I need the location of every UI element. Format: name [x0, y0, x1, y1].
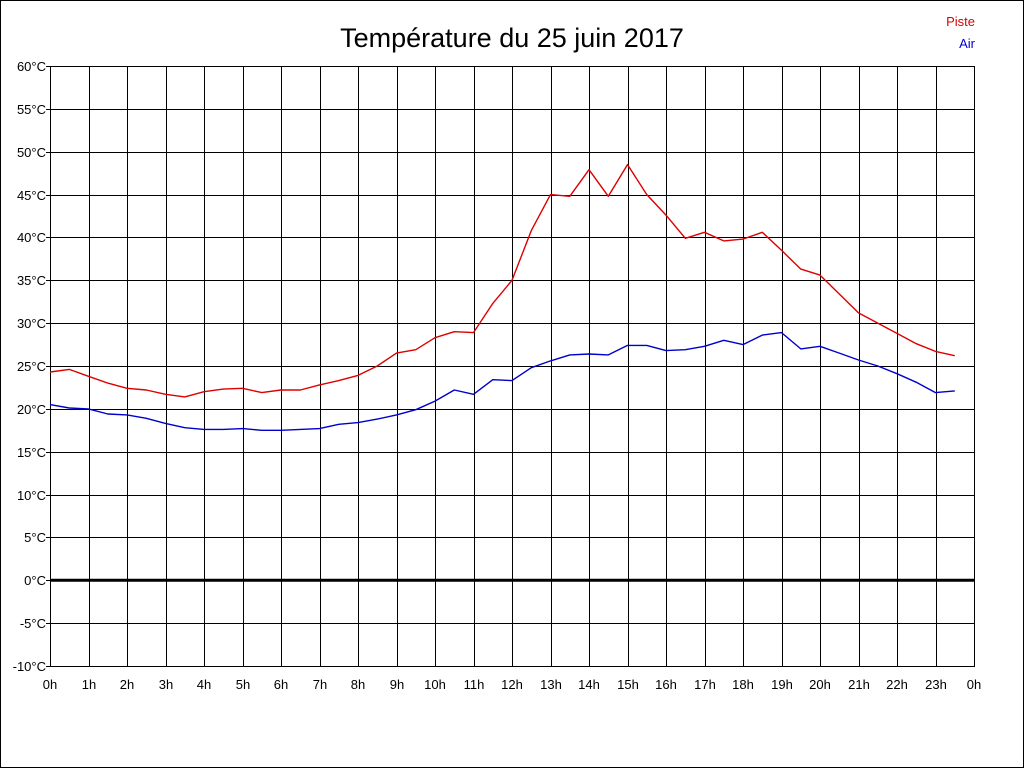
legend: Piste Air: [946, 14, 976, 51]
x-tick-label: 6h: [274, 677, 288, 692]
x-tick-label: 21h: [848, 677, 870, 692]
y-tick-label: 10°C: [17, 488, 46, 503]
x-tick-label: 0h: [967, 677, 981, 692]
y-tick-label: 50°C: [17, 145, 46, 160]
y-tick-label: 60°C: [17, 59, 46, 74]
legend-entry-piste: Piste: [946, 14, 975, 29]
y-tick-label: 45°C: [17, 188, 46, 203]
y-tick-label: 15°C: [17, 445, 46, 460]
chart-title: Température du 25 juin 2017: [340, 23, 684, 53]
y-tick-label: 20°C: [17, 402, 46, 417]
y-tick-label: 25°C: [17, 359, 46, 374]
x-tick-label: 5h: [236, 677, 250, 692]
x-tick-label: 8h: [351, 677, 365, 692]
x-tick-label: 3h: [159, 677, 173, 692]
series-lines: [49, 163, 955, 431]
x-tick-label: 22h: [886, 677, 908, 692]
y-tick-label: -5°C: [20, 616, 46, 631]
grid: [46, 66, 975, 667]
x-tick-label: 18h: [732, 677, 754, 692]
y-tick-label: 55°C: [17, 102, 46, 117]
x-tick-label: 4h: [197, 677, 211, 692]
legend-entry-air: Air: [959, 36, 976, 51]
x-tick-label: 16h: [655, 677, 677, 692]
x-tick-label: 0h: [43, 677, 57, 692]
x-tick-label: 20h: [809, 677, 831, 692]
x-tick-label: 23h: [925, 677, 947, 692]
x-tick-label: 9h: [390, 677, 404, 692]
x-tick-label: 12h: [501, 677, 523, 692]
x-tick-label: 19h: [771, 677, 793, 692]
x-tick-label: 11h: [464, 677, 485, 692]
y-tick-label: 0°C: [24, 573, 46, 588]
x-tick-label: 2h: [120, 677, 134, 692]
x-tick-label: 13h: [540, 677, 562, 692]
x-tick-label: 7h: [313, 677, 327, 692]
series-line-air: [49, 331, 955, 431]
plot-border: [50, 66, 975, 667]
y-tick-label: -10°C: [13, 659, 46, 674]
y-tick-label: 5°C: [24, 530, 46, 545]
x-tick-label: 15h: [617, 677, 639, 692]
x-tick-label: 17h: [694, 677, 716, 692]
x-tick-label: 14h: [578, 677, 600, 692]
x-tick-label: 1h: [82, 677, 96, 692]
y-tick-label: 30°C: [17, 316, 46, 331]
x-tick-label: 10h: [424, 677, 446, 692]
y-tick-label: 35°C: [17, 273, 46, 288]
axes: 0h 1h 2h 3h 4h 5h 6h 7h 8h 9h 10h 11h 12h 13h 14h 15h 16…: [13, 59, 982, 692]
y-tick-label: 40°C: [17, 230, 46, 245]
series-line-piste: [49, 163, 955, 398]
